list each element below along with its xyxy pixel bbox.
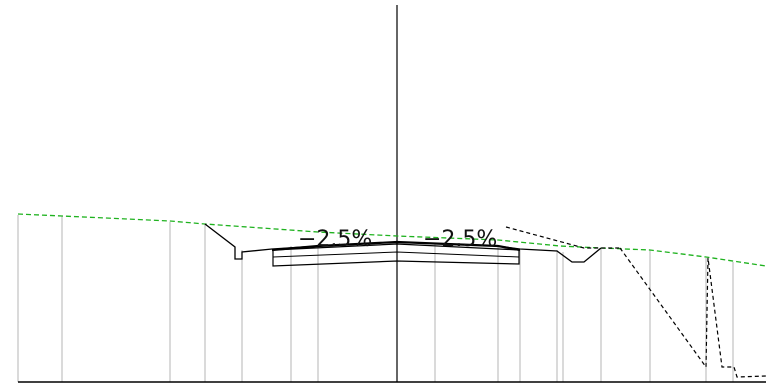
slope-label-left: −2.5%: [298, 227, 372, 252]
alternate-slope-drop: [619, 247, 766, 378]
pavement-layer-line: [272, 251, 520, 258]
alternate-slope-top: [505, 226, 620, 249]
slope-label-right: −2.5%: [423, 227, 497, 252]
existing-ground-line: [17, 213, 766, 267]
alternate-slope-lines: [505, 226, 766, 378]
pavement-structure: [272, 243, 520, 267]
station-lines: [17, 215, 734, 382]
pavement-surface: [271, 240, 521, 252]
